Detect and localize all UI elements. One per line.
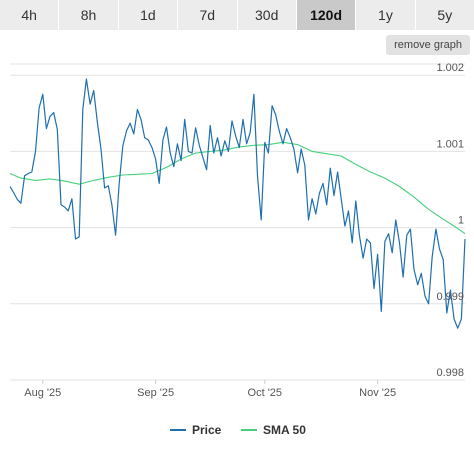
tab-5y[interactable]: 5y — [415, 0, 474, 30]
tab-120d[interactable]: 120d — [296, 0, 357, 30]
legend-swatch-price — [170, 429, 186, 431]
x-tick-label: Oct '25 — [248, 387, 283, 399]
tab-4h[interactable]: 4h — [0, 0, 60, 30]
legend-label-sma: SMA 50 — [263, 423, 306, 437]
tab-1y[interactable]: 1y — [356, 0, 416, 30]
tick-labels: 0.998 0.999 1 1.001 1.002 Aug '25 Sep '25 Oct '… — [24, 62, 464, 399]
tab-7d[interactable]: 7d — [178, 0, 238, 30]
tab-8h[interactable]: 8h — [59, 0, 119, 30]
series-layer — [9, 78, 466, 329]
legend-label-price: Price — [192, 423, 222, 437]
timeframe-tabs: 4h 8h 1d 7d 30d 120d 1y 5y — [0, 0, 474, 30]
tab-1d[interactable]: 1d — [118, 0, 179, 30]
sma-series-line — [9, 141, 466, 235]
legend-swatch-sma — [241, 429, 257, 431]
gridlines — [10, 63, 465, 384]
price-series-line — [9, 78, 466, 329]
y-tick-label: 0.998 — [436, 367, 464, 379]
x-tick-label: Nov '25 — [359, 387, 396, 399]
y-tick-label: 1 — [458, 215, 464, 227]
tab-30d[interactable]: 30d — [237, 0, 297, 30]
x-tick-label: Sep '25 — [137, 387, 174, 399]
chart-legend: Price SMA 50 — [0, 420, 474, 440]
legend-item-price[interactable]: Price — [170, 420, 221, 440]
y-tick-label: 0.999 — [436, 291, 464, 303]
legend-item-sma[interactable]: SMA 50 — [241, 420, 306, 440]
y-tick-label: 1.001 — [436, 138, 464, 150]
x-tick-label: Aug '25 — [24, 387, 61, 399]
price-chart: 0.998 0.999 1 1.001 1.002 Aug '25 Sep '25 Oct '… — [9, 62, 466, 399]
y-tick-label: 1.002 — [436, 62, 464, 74]
remove-graph-button[interactable]: remove graph — [386, 35, 470, 55]
